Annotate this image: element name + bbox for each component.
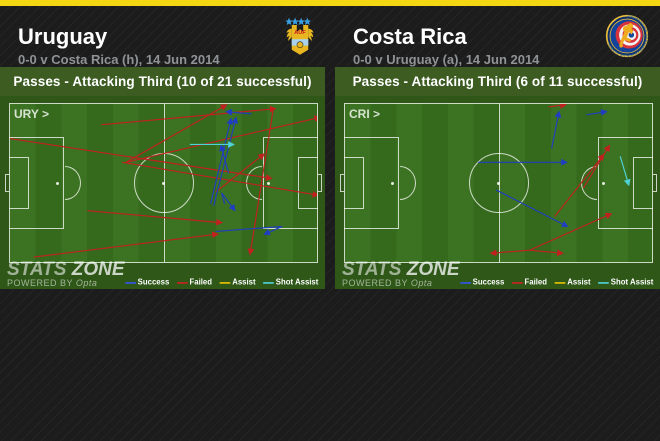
svg-text:AUF: AUF — [294, 30, 306, 36]
